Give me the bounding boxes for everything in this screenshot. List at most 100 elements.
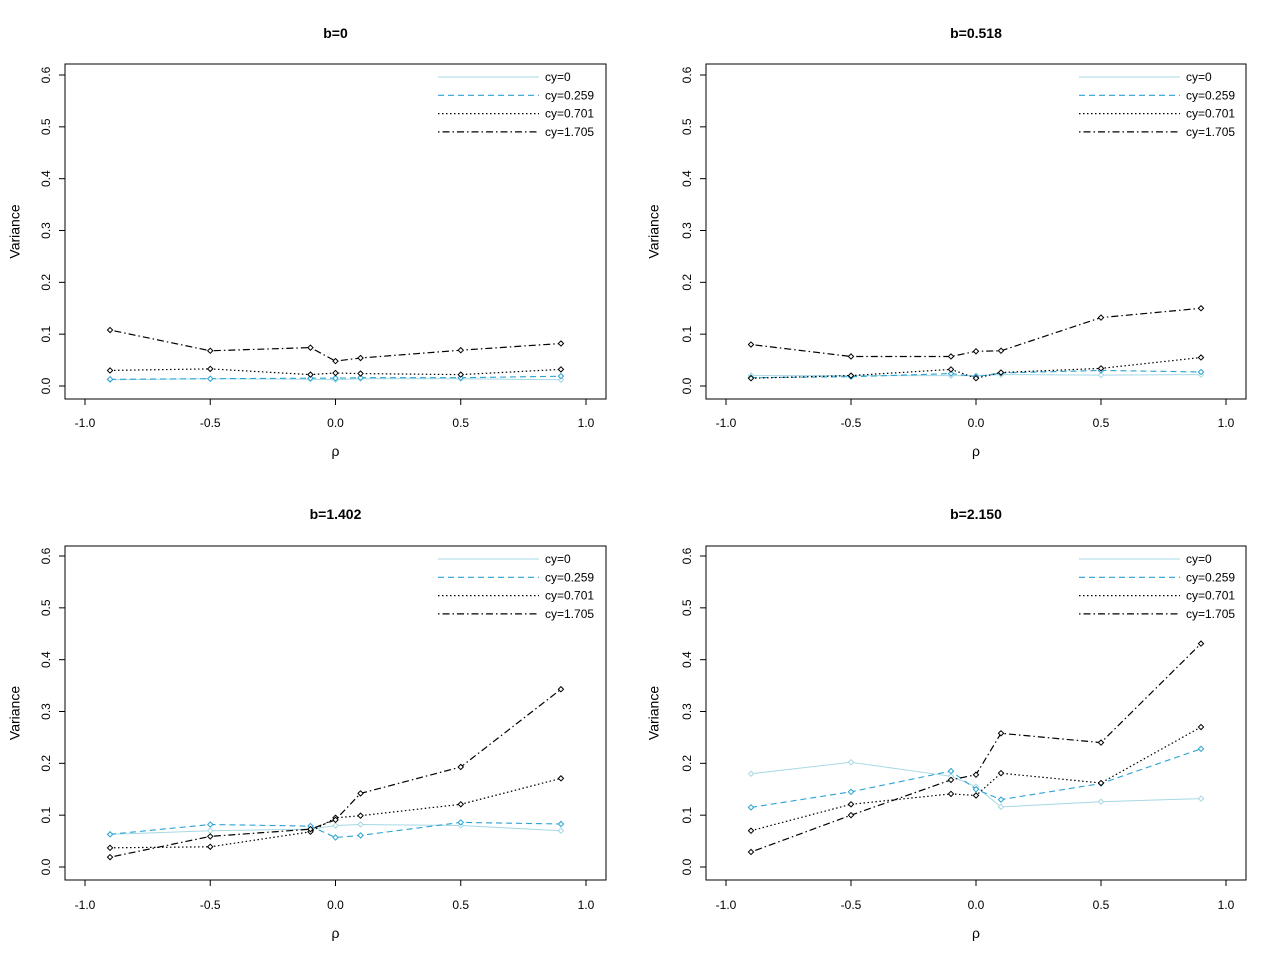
y-tick-label: 0.5 xyxy=(39,118,53,135)
data-point xyxy=(557,340,565,347)
data-point xyxy=(557,685,565,693)
x-tick-label: -0.5 xyxy=(841,416,862,430)
data-point xyxy=(847,800,855,808)
data-point xyxy=(357,374,364,382)
legend-label-1: cy=0 xyxy=(1186,552,1212,566)
data-point xyxy=(947,767,955,775)
data-point xyxy=(106,326,114,334)
data-point xyxy=(997,369,1005,376)
data-point xyxy=(1097,371,1105,379)
x-tick-label: 0.0 xyxy=(968,898,985,912)
x-tick-label: -0.5 xyxy=(200,416,221,430)
legend-label-3: cy=0.701 xyxy=(1186,589,1235,603)
y-tick-label: 0.3 xyxy=(39,703,53,720)
legend-label-1: cy=0 xyxy=(545,70,571,84)
x-tick-label: 1.0 xyxy=(578,898,595,912)
data-point xyxy=(332,357,339,365)
data-point xyxy=(206,375,214,383)
data-point xyxy=(972,785,980,793)
data-point xyxy=(457,346,465,354)
data-point xyxy=(1197,640,1205,647)
y-tick-label: 0.2 xyxy=(680,755,694,772)
data-point xyxy=(1197,368,1205,376)
data-point xyxy=(557,376,565,384)
data-point xyxy=(847,758,855,766)
y-tick-label: 0.0 xyxy=(680,858,694,875)
plot-frame xyxy=(705,545,1247,881)
data-point xyxy=(947,776,955,784)
data-point xyxy=(947,790,955,798)
x-axis-label: ρ xyxy=(332,925,340,941)
y-tick-label: 0.3 xyxy=(680,703,694,720)
x-axis-label: ρ xyxy=(972,925,980,941)
data-point xyxy=(1097,314,1105,321)
y-tick-label: 0.3 xyxy=(39,222,53,239)
data-point xyxy=(332,369,339,377)
y-tick-label: 0.5 xyxy=(680,118,694,135)
data-point xyxy=(557,775,565,782)
chart-panel-4: b=2.150 -1.0 -0.5 0.0 0.5 1.0 0.0 0.1 0.2 0.3 0.4 0… xyxy=(646,506,1247,941)
chart-title: b=0.518 xyxy=(950,25,1002,41)
data-point xyxy=(1197,304,1205,312)
x-tick-label: -1.0 xyxy=(716,416,737,430)
data-point xyxy=(206,833,214,840)
data-point xyxy=(332,834,339,841)
legend-label-3: cy=0.701 xyxy=(1186,107,1235,121)
y-axis-label: Variance xyxy=(646,204,662,258)
y-tick-label: 0.0 xyxy=(680,377,694,394)
data-point xyxy=(357,370,364,377)
legend-label-4: cy=1.705 xyxy=(545,125,594,139)
x-tick-label: -1.0 xyxy=(75,416,96,430)
y-tick-label: 0.0 xyxy=(39,377,53,394)
data-point xyxy=(1097,739,1105,746)
data-point xyxy=(997,347,1005,355)
data-point xyxy=(106,367,114,374)
data-point xyxy=(206,347,214,355)
data-point xyxy=(972,792,980,799)
data-point xyxy=(947,370,955,377)
y-tick-label: 0.0 xyxy=(39,858,53,875)
data-point xyxy=(106,844,114,852)
series-line-4 xyxy=(750,643,1202,853)
data-point xyxy=(206,821,214,828)
data-point xyxy=(947,353,955,360)
legend-label-4: cy=1.705 xyxy=(1186,607,1235,621)
y-tick-label: 0.1 xyxy=(680,807,694,824)
data-point xyxy=(1197,745,1205,753)
data-point xyxy=(357,790,364,797)
data-point xyxy=(747,374,755,382)
data-point xyxy=(747,848,755,856)
y-tick-label: 0.4 xyxy=(39,651,53,668)
data-point xyxy=(557,820,565,828)
y-tick-label: 0.3 xyxy=(680,222,694,239)
legend-label-1: cy=0 xyxy=(1186,70,1212,84)
chart-panel-3: b=1.402 -1.0 -0.5 0.0 0.5 1.0 0.0 0.1 0.2 0.3 0.4 0… xyxy=(7,506,607,941)
chart-title: b=2.150 xyxy=(950,506,1002,522)
data-point xyxy=(307,371,314,378)
legend-label-2: cy=0.259 xyxy=(545,570,594,584)
chart-panel-1: b=0 -1.0 -0.5 0.0 0.5 1.0 0.0 0.1 0.2 0.3 0.4 0.5 0.… xyxy=(7,25,607,459)
data-point xyxy=(307,374,314,382)
x-tick-label: -0.5 xyxy=(841,898,862,912)
y-tick-label: 0.4 xyxy=(680,651,694,668)
legend-label-2: cy=0.259 xyxy=(545,88,594,102)
plot-frame xyxy=(64,545,607,881)
data-point xyxy=(332,816,339,824)
series-line-4 xyxy=(109,329,562,362)
legend-label-1: cy=0 xyxy=(545,552,571,566)
data-point xyxy=(332,374,339,382)
data-point xyxy=(1197,795,1205,802)
x-axis-label: ρ xyxy=(972,443,980,459)
data-point xyxy=(747,770,755,778)
data-point xyxy=(357,832,364,839)
y-tick-label: 0.1 xyxy=(39,326,53,343)
y-tick-label: 0.4 xyxy=(39,170,53,187)
x-axis-label: ρ xyxy=(332,443,340,459)
data-point xyxy=(557,366,565,373)
data-point xyxy=(357,354,364,362)
y-axis-label: Variance xyxy=(7,204,23,258)
data-point xyxy=(332,822,339,829)
data-point xyxy=(457,763,465,771)
y-tick-label: 0.6 xyxy=(680,66,694,83)
